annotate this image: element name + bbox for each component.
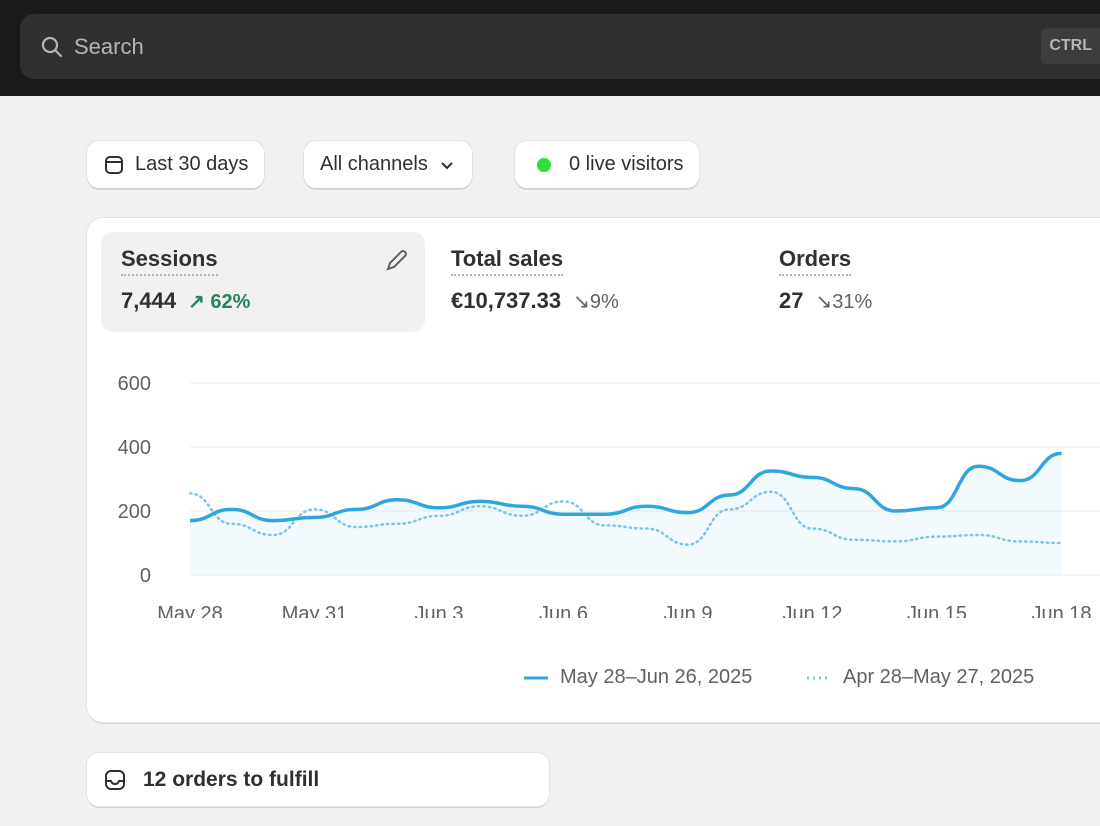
arrow-down-right-icon: ↘ <box>815 291 833 313</box>
inbox-icon <box>105 769 125 790</box>
live-visitors-button[interactable]: 0 live visitors <box>515 141 700 188</box>
legend-solid-line-icon <box>524 676 548 679</box>
x-tick-label: Jun 18 <box>1031 603 1091 618</box>
search-icon <box>41 36 63 57</box>
metric-change: 62% <box>210 291 251 313</box>
y-tick-label: 600 <box>118 373 151 395</box>
x-tick-label: May 31 <box>282 603 348 618</box>
arrow-down-right-icon: ↘ <box>573 291 590 313</box>
metric-label: Total sales <box>451 246 564 276</box>
x-tick-label: Jun 15 <box>907 603 967 618</box>
x-tick-label: Jun 12 <box>782 603 842 618</box>
live-visitors-label: 0 live visitors <box>569 153 684 175</box>
search-input[interactable]: Search CTRL <box>20 14 1100 79</box>
metric-value: €10,737.33 <box>451 288 562 313</box>
channels-dropdown[interactable]: All channels <box>304 141 472 188</box>
legend-dotted-line-icon <box>807 676 831 679</box>
date-range-label: Last 30 days <box>135 153 249 175</box>
legend-label: Apr 28–May 27, 2025 <box>843 666 1035 688</box>
arrow-up-right-icon: ↗ <box>188 291 205 313</box>
live-indicator-icon <box>537 157 551 172</box>
metric-orders[interactable]: Orders 27 ↘31% <box>759 232 892 332</box>
metric-label: Sessions <box>121 246 218 276</box>
top-bar: Search CTRL <box>0 0 1100 96</box>
metric-label: Orders <box>779 246 852 276</box>
series-line-current <box>189 451 1062 523</box>
search-placeholder: Search <box>74 33 144 59</box>
metric-sessions[interactable]: Sessions 7,444 ↗ 62% <box>101 232 425 332</box>
orders-to-fulfill-button[interactable]: 12 orders to fulfill <box>87 753 549 806</box>
metric-total-sales[interactable]: Total sales €10,737.33 ↘9% <box>431 232 639 332</box>
x-tick-label: Jun 9 <box>664 603 713 618</box>
chevron-down-icon <box>441 161 453 169</box>
metric-value: 27 <box>779 288 804 313</box>
y-tick-label: 400 <box>118 437 151 459</box>
legend-label: May 28–Jun 26, 2025 <box>560 666 753 688</box>
channels-label: All channels <box>320 153 428 175</box>
x-tick-label: Jun 3 <box>415 603 464 618</box>
legend-previous[interactable]: Apr 28–May 27, 2025 <box>807 666 1034 689</box>
x-tick-label: Jun 6 <box>539 603 588 618</box>
sessions-card: Sessions 7,444 ↗ 62% Total sales €10,737.… <box>87 218 1100 722</box>
pencil-icon[interactable] <box>383 248 409 274</box>
metric-change: 9% <box>589 291 619 313</box>
calendar-icon <box>105 155 123 174</box>
metric-change: 31% <box>832 291 873 313</box>
legend-current[interactable]: May 28–Jun 26, 2025 <box>524 666 752 689</box>
x-tick-label: May 28 <box>157 603 223 618</box>
y-tick-label: 0 <box>140 565 151 587</box>
sessions-chart: 0 200 400 600 May 28 May 31 Jun 3 Jun 6 Jun 9 Jun… <box>118 373 1100 618</box>
search-shortcut: CTRL <box>1041 28 1100 64</box>
series-area <box>190 453 1062 575</box>
date-range-button[interactable]: Last 30 days <box>87 141 265 188</box>
orders-to-fulfill-label: 12 orders to fulfill <box>143 767 320 791</box>
y-tick-label: 200 <box>118 501 151 523</box>
metric-value: 7,444 <box>121 288 177 313</box>
